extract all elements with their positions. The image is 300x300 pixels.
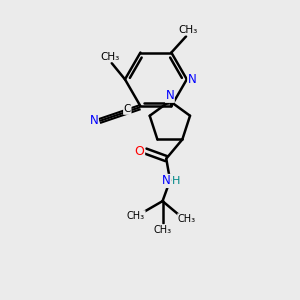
Text: O: O <box>135 145 145 158</box>
Text: CH₃: CH₃ <box>100 52 120 62</box>
Text: N: N <box>166 89 174 102</box>
Text: CH₃: CH₃ <box>127 211 145 221</box>
Text: N: N <box>89 114 98 127</box>
Text: CH₃: CH₃ <box>178 25 197 35</box>
Text: C: C <box>124 104 131 114</box>
Text: CH₃: CH₃ <box>178 214 196 224</box>
Text: CH₃: CH₃ <box>154 225 172 235</box>
Text: N: N <box>188 73 197 86</box>
Text: N: N <box>162 175 171 188</box>
Text: H: H <box>172 176 181 186</box>
